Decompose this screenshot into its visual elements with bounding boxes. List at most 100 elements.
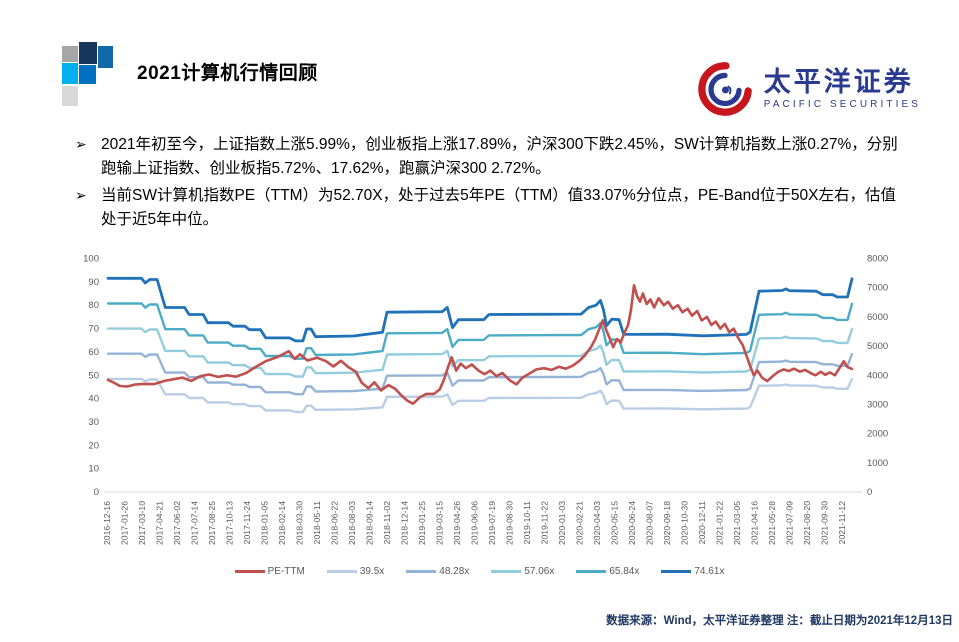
company-logo: 太平洋证券 PACIFIC SECURITIES — [696, 60, 921, 118]
x-axis-label: 2017-10-13 — [225, 501, 235, 545]
x-axis-label: 2020-12-11 — [697, 501, 707, 545]
legend-label: 65.84x — [609, 566, 640, 577]
x-axis-label: 2017-06-02 — [172, 501, 182, 545]
x-axis-label: 2020-08-07 — [645, 501, 655, 545]
left-axis-tick: 50 — [88, 370, 99, 381]
x-axis-label: 2017-03-10 — [137, 501, 147, 545]
right-axis-tick: 8000 — [867, 254, 888, 265]
chart-line-65.84x — [106, 302, 854, 360]
chart-line-PE-TTM — [106, 284, 854, 405]
deco-square — [62, 86, 78, 106]
x-axis-label: 2019-08-30 — [505, 501, 515, 545]
right-axis-tick: 3000 — [867, 399, 888, 410]
legend-item-39.5x: 39.5x — [326, 566, 385, 577]
right-axis-tick: 0 — [867, 487, 872, 498]
right-axis-tick: 7000 — [867, 283, 888, 294]
x-axis-label: 2020-02-21 — [575, 501, 585, 545]
left-axis-tick: 100 — [83, 254, 99, 265]
deco-square — [79, 65, 96, 84]
legend-item-48.28x: 48.28x — [406, 566, 469, 577]
chart-line-48.28x — [106, 352, 854, 396]
left-axis-tick: 60 — [88, 347, 99, 358]
legend-label: PE-TTM — [267, 566, 305, 577]
legend-item-57.06x: 57.06x — [491, 566, 554, 577]
x-axis-label: 2019-10-11 — [522, 501, 532, 545]
pacific-securities-swirl-icon — [697, 62, 752, 116]
x-axis-label: 2019-07-19 — [487, 501, 497, 545]
chart-legend: PE-TTM 39.5x 48.28x 57.06x 65.84x 74.61x — [0, 566, 959, 577]
bullet-text: 当前SW计算机指数PE（TTM）为52.70X，处于过去5年PE（TTM）值33… — [101, 186, 896, 228]
page-title: 2021计算机行情回顾 — [137, 63, 318, 84]
x-axis-label: 2017-07-14 — [190, 501, 200, 545]
left-axis-tick: 70 — [88, 324, 99, 335]
x-axis-label: 2020-04-03 — [592, 501, 602, 545]
left-axis-tick: 10 — [88, 464, 99, 475]
legend-swatch — [491, 570, 522, 573]
x-axis-label: 2020-10-30 — [680, 501, 690, 545]
pe-band-chart: 0102030405060708090100010002000300040005… — [83, 254, 888, 545]
chart-line-39.5x — [106, 377, 854, 414]
bullet-list: ➢ 2021年初至今，上证指数上涨5.99%，创业板指上涨17.89%，沪深300… — [75, 133, 905, 234]
x-axis-label: 2017-01-26 — [120, 501, 130, 545]
deco-square — [62, 46, 78, 62]
x-axis-label: 2021-04-16 — [750, 501, 760, 545]
x-axis-label: 2019-04-26 — [452, 501, 462, 545]
chart-line-74.61x — [106, 276, 854, 343]
legend-item-PE-TTM: PE-TTM — [234, 566, 305, 577]
x-axis-label: 2019-01-25 — [417, 501, 427, 545]
x-axis-label: 2016-12-16 — [102, 501, 112, 545]
x-axis-label: 2021-01-22 — [715, 501, 725, 545]
legend-swatch — [326, 570, 357, 573]
legend-swatch — [234, 569, 265, 574]
logo-name-en: PACIFIC SECURITIES — [763, 98, 921, 110]
source-note: 数据来源：Wind，太平洋证券整理 注：截止日期为2021年12月13日 — [606, 615, 953, 627]
deco-square — [62, 63, 78, 84]
left-axis-tick: 0 — [94, 487, 99, 498]
legend-swatch — [661, 569, 692, 574]
left-axis-tick: 80 — [88, 300, 99, 311]
x-axis-label: 2018-05-11 — [312, 501, 322, 545]
bullet-arrow-icon: ➢ — [75, 136, 87, 152]
right-axis-tick: 2000 — [867, 429, 888, 440]
x-axis-label: 2018-02-14 — [277, 501, 287, 545]
logo-name-cn: 太平洋证券 — [763, 66, 914, 97]
x-axis-label: 2018-06-22 — [330, 501, 340, 545]
legend-label: 74.61x — [694, 566, 725, 577]
bullet-item: ➢ 2021年初至今，上证指数上涨5.99%，创业板指上涨17.89%，沪深300… — [75, 133, 905, 181]
bullet-arrow-icon: ➢ — [75, 186, 87, 203]
legend-swatch — [576, 570, 607, 573]
right-axis-tick: 1000 — [867, 458, 888, 469]
x-axis-label: 2018-08-03 — [347, 501, 357, 545]
legend-label: 39.5x — [359, 566, 385, 577]
bullet-item: ➢ 当前SW计算机指数PE（TTM）为52.70X，处于过去5年PE（TTM）值3… — [75, 184, 905, 232]
x-axis-label: 2017-11-24 — [242, 501, 252, 545]
x-axis-label: 2019-06-06 — [470, 501, 480, 545]
x-axis-label: 2018-12-14 — [400, 501, 410, 545]
x-axis-label: 2021-03-05 — [732, 501, 742, 545]
x-axis-label: 2018-01-05 — [260, 501, 270, 545]
x-axis-label: 2021-09-30 — [820, 501, 830, 545]
deco-square — [79, 42, 97, 64]
deco-square — [98, 46, 113, 68]
left-axis-tick: 90 — [88, 277, 99, 288]
right-axis-tick: 5000 — [867, 341, 888, 352]
x-axis-label: 2018-03-30 — [295, 501, 305, 545]
x-axis-label: 2021-07-09 — [785, 501, 795, 545]
x-axis-label: 2018-11-02 — [382, 501, 392, 545]
legend-swatch — [406, 570, 437, 573]
x-axis-label: 2018-09-14 — [365, 501, 375, 545]
bullet-text: 2021年初至今，上证指数上涨5.99%，创业板指上涨17.89%，沪深300下… — [101, 136, 898, 177]
right-axis-tick: 4000 — [867, 370, 888, 381]
x-axis-label: 2020-06-24 — [627, 501, 637, 545]
x-axis-label: 2020-01-03 — [557, 501, 567, 545]
left-axis-tick: 20 — [88, 440, 99, 451]
x-axis-label: 2021-05-28 — [767, 501, 777, 545]
x-axis-label: 2021-11-12 — [837, 501, 847, 545]
x-axis-label: 2020-09-18 — [662, 501, 672, 545]
x-axis-label: 2020-05-15 — [610, 501, 620, 545]
legend-item-74.61x: 74.61x — [661, 566, 724, 577]
legend-label: 57.06x — [524, 566, 555, 577]
right-axis-tick: 6000 — [867, 312, 888, 323]
x-axis-label: 2019-11-22 — [540, 501, 550, 545]
